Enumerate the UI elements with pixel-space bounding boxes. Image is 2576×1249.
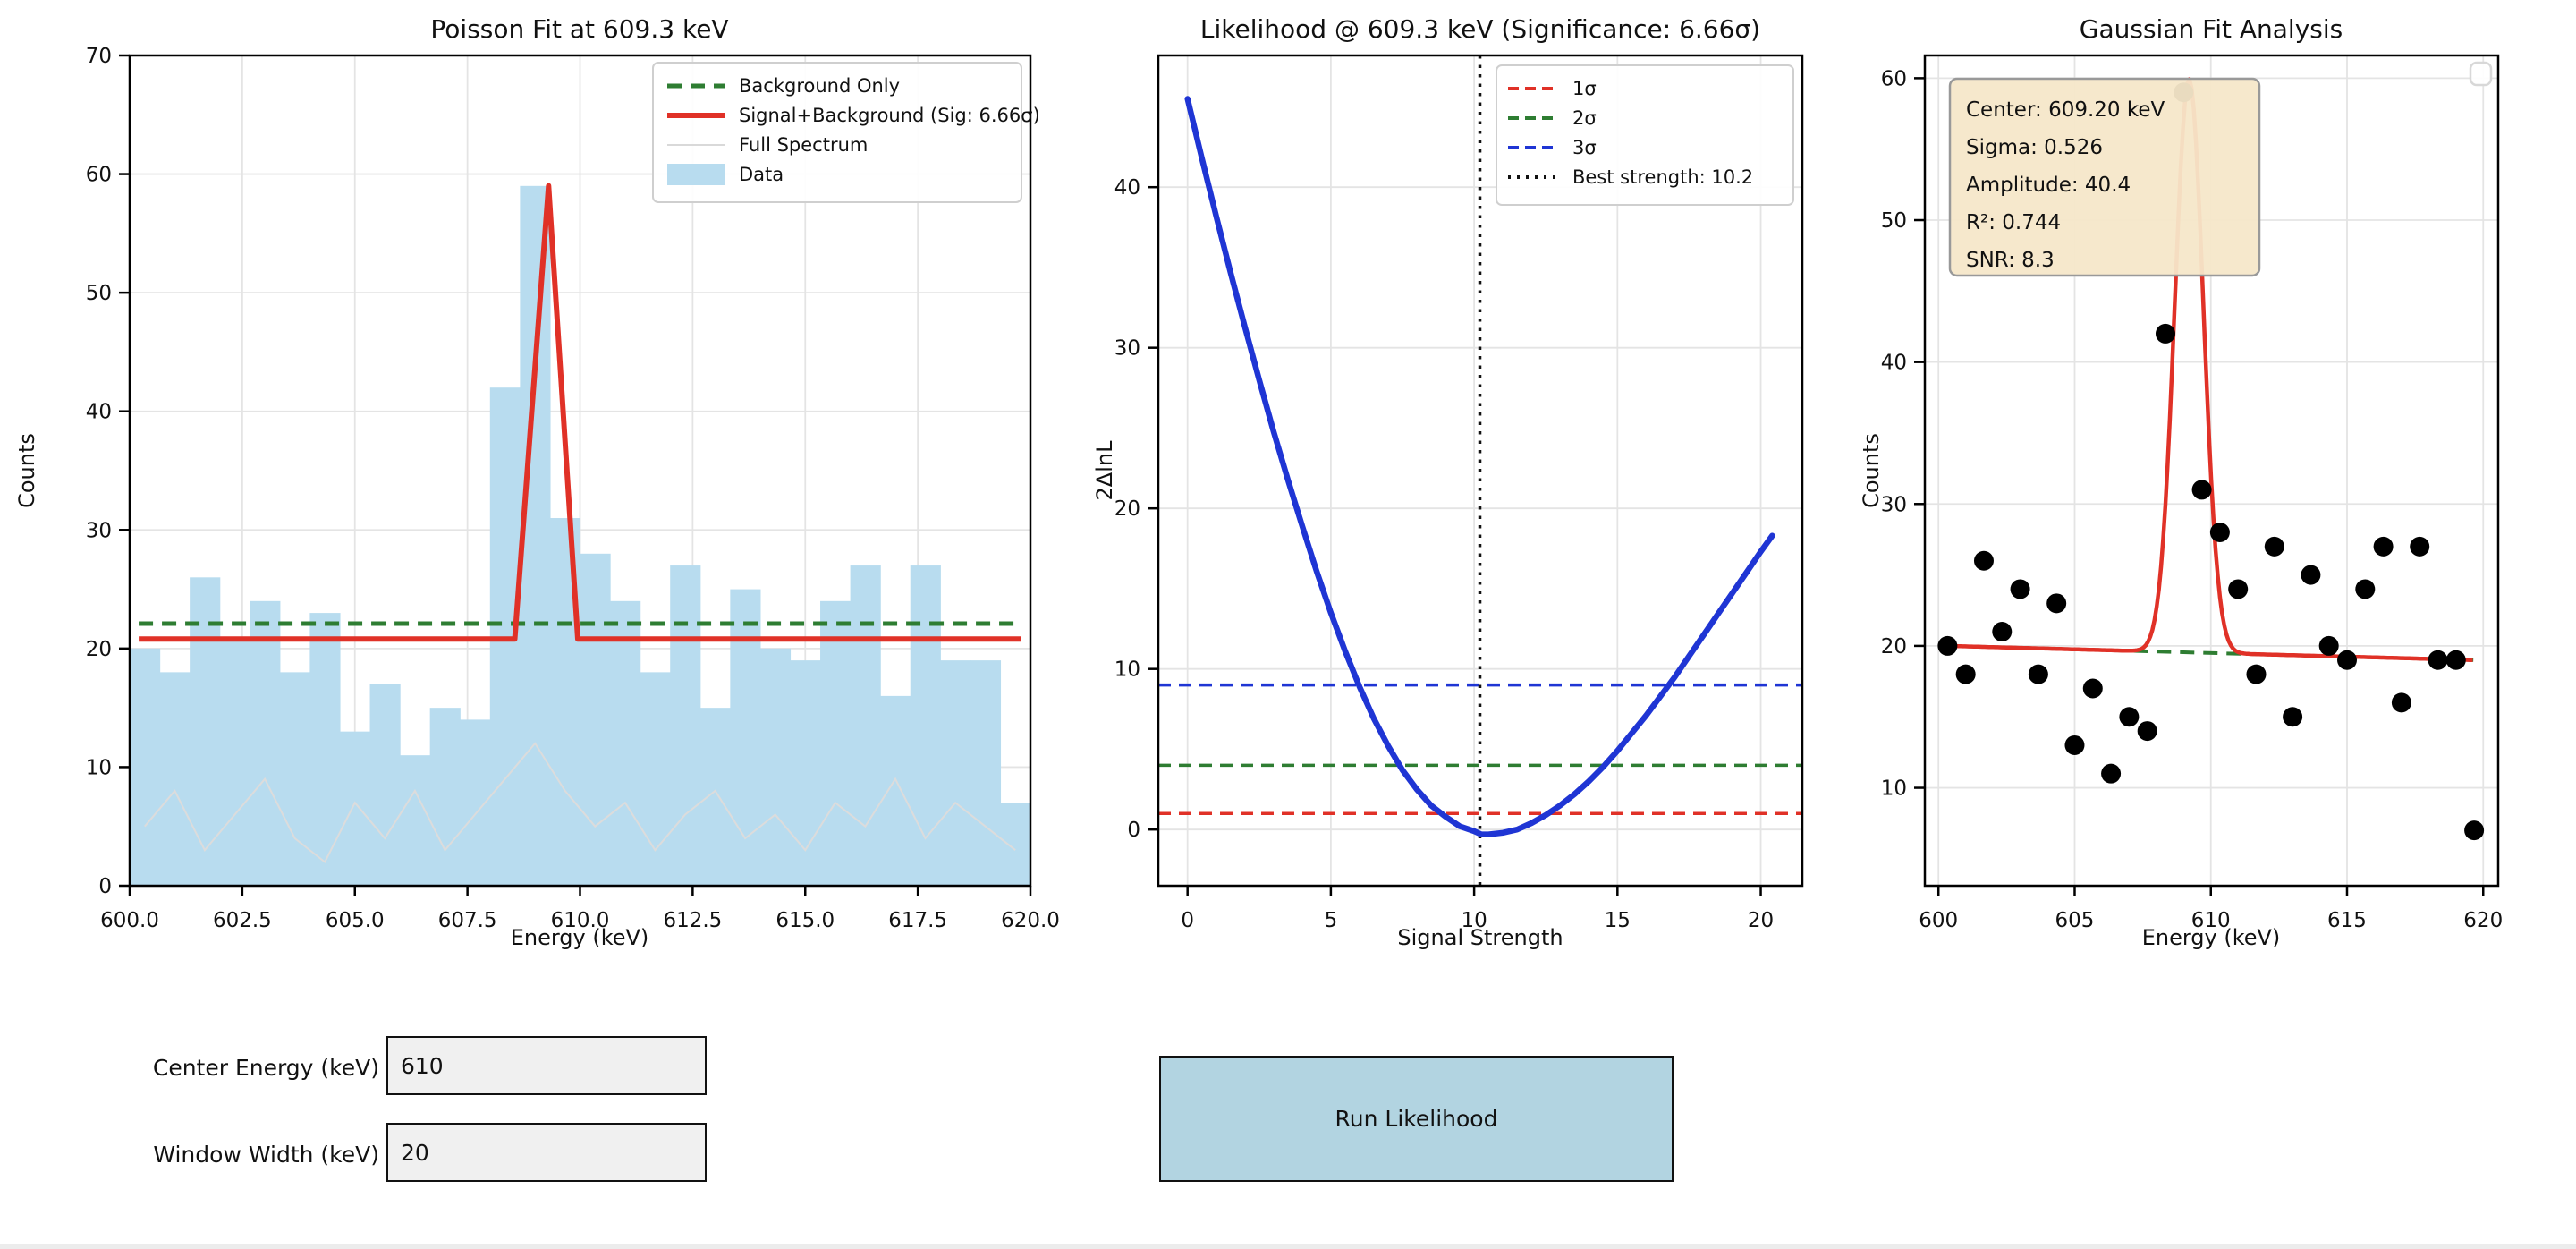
legend-label-background-only: Background Only — [739, 75, 900, 97]
charts-canvas: 600.0 602.5 605.0 607.5 610.0 612.5 615.0 617.5… — [14, 14, 2503, 950]
likelihood-chart: 0 5 10 15 20 0 10 20 30 40 Likelihood @ 609.3 keV… — [1092, 14, 1804, 950]
info-amplitude: Amplitude: 40.4 — [1966, 174, 2131, 197]
info-sigma: Sigma: 0.526 — [1966, 136, 2103, 159]
chart1-legend: Background Only Signal+Background (Sig: … — [652, 62, 1040, 203]
svg-text:40: 40 — [1114, 176, 1140, 200]
legend-label-1sigma: 1σ — [1572, 78, 1597, 99]
chart1-xlabel: Energy (keV) — [511, 925, 649, 950]
chart1-ylabel: Counts — [14, 433, 39, 508]
svg-text:615.0: 615.0 — [775, 909, 835, 932]
chart2-legend: 1σ 2σ 3σ Best strength: 10.2 — [1496, 64, 1794, 206]
legend-label-2sigma: 2σ — [1572, 107, 1597, 129]
svg-text:20: 20 — [1881, 635, 1907, 658]
svg-text:607.5: 607.5 — [438, 909, 497, 932]
chart2-title: Likelihood @ 609.3 keV (Significance: 6.… — [1200, 14, 1760, 44]
chart2-legend-box — [1496, 64, 1794, 206]
legend-label-data: Data — [739, 164, 784, 185]
svg-text:15: 15 — [1605, 909, 1631, 932]
svg-text:40: 40 — [1881, 352, 1907, 375]
svg-text:50: 50 — [1881, 209, 1907, 233]
legend-label-full-spectrum: Full Spectrum — [739, 134, 868, 156]
chart3-ylabel: Counts — [1859, 433, 1884, 508]
center-energy-input[interactable] — [386, 1036, 707, 1095]
svg-text:605: 605 — [2055, 909, 2095, 932]
legend-label-3sigma: 3σ — [1572, 137, 1597, 158]
svg-text:10: 10 — [1461, 909, 1487, 932]
svg-text:0: 0 — [98, 875, 112, 898]
svg-text:5: 5 — [1325, 909, 1338, 932]
svg-text:602.5: 602.5 — [213, 909, 272, 932]
gaussian-info-box: Center: 609.20 keV Sigma: 0.526 Amplitud… — [1948, 77, 2261, 277]
svg-text:10: 10 — [1881, 777, 1907, 801]
svg-text:50: 50 — [86, 282, 112, 305]
svg-text:617.5: 617.5 — [888, 909, 947, 932]
info-center: Center: 609.20 keV — [1966, 98, 2165, 122]
svg-text:30: 30 — [1114, 337, 1140, 361]
svg-text:30: 30 — [86, 519, 112, 542]
chart2-ylabel: 2ΔlnL — [1092, 440, 1117, 501]
svg-text:60: 60 — [86, 164, 112, 187]
info-box-frame — [1948, 77, 2261, 277]
svg-text:10: 10 — [1114, 658, 1140, 682]
svg-text:30: 30 — [1881, 493, 1907, 516]
chart3-empty-legend-box — [2469, 61, 2493, 87]
svg-text:615: 615 — [2327, 909, 2367, 932]
window-width-input[interactable] — [386, 1123, 707, 1182]
legend-label-best-strength: Best strength: 10.2 — [1572, 166, 1753, 188]
svg-text:610.0: 610.0 — [551, 909, 610, 932]
gaussian-fit-chart: 600 605 610 615 620 10 20 30 40 50 60 Gaussian Fit… — [1859, 14, 2503, 950]
svg-text:610: 610 — [2191, 909, 2231, 932]
chart2-xlabel: Signal Strength — [1397, 925, 1563, 950]
svg-text:600: 600 — [1919, 909, 1958, 932]
info-r-squared: R²: 0.744 — [1966, 211, 2061, 234]
svg-text:600.0: 600.0 — [100, 909, 159, 932]
svg-text:20: 20 — [86, 638, 112, 661]
legend-patch-data — [667, 164, 724, 185]
info-snr: SNR: 8.3 — [1966, 249, 2055, 272]
svg-text:20: 20 — [1748, 909, 1774, 932]
chart1-title: Poisson Fit at 609.3 keV — [430, 14, 728, 44]
legend-label-signal-background: Signal+Background (Sig: 6.66σ) — [739, 105, 1040, 126]
chart3-title: Gaussian Fit Analysis — [2080, 14, 2343, 44]
svg-text:10: 10 — [86, 756, 112, 779]
chart1-legend-box — [652, 62, 1022, 203]
bottom-divider — [0, 1244, 2576, 1249]
poisson-fit-chart: 600.0 602.5 605.0 607.5 610.0 612.5 615.0 617.5… — [14, 14, 1060, 950]
svg-text:40: 40 — [86, 401, 112, 424]
chart3-xlabel: Energy (keV) — [2142, 925, 2281, 950]
svg-text:605.0: 605.0 — [326, 909, 385, 932]
svg-text:612.5: 612.5 — [663, 909, 722, 932]
svg-text:620: 620 — [2463, 909, 2503, 932]
svg-text:0: 0 — [1127, 819, 1140, 842]
run-likelihood-button[interactable]: Run Likelihood — [1159, 1056, 1674, 1182]
center-energy-label: Center Energy (keV) — [152, 1054, 379, 1081]
svg-text:70: 70 — [86, 45, 112, 68]
svg-text:60: 60 — [1881, 67, 1907, 90]
svg-text:620.0: 620.0 — [1001, 909, 1060, 932]
svg-text:20: 20 — [1114, 497, 1140, 521]
svg-text:0: 0 — [1181, 909, 1194, 932]
window-width-label: Window Width (keV) — [153, 1141, 379, 1168]
